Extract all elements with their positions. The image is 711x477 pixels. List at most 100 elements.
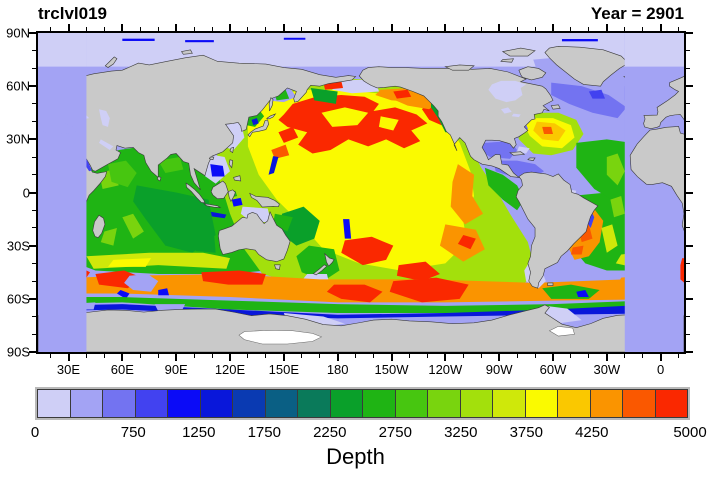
y-tick-label: 0	[22, 185, 30, 200]
colorbar-cell	[103, 389, 136, 418]
tick-mark	[498, 354, 501, 361]
tick-mark	[247, 27, 249, 31]
tick-mark	[686, 244, 693, 247]
x-tick-label: 90E	[164, 362, 188, 377]
tick-mark	[247, 354, 249, 358]
colorbar-cell	[655, 389, 688, 418]
colorbar-tick-label: 5000	[673, 424, 707, 441]
tick-mark	[103, 27, 105, 31]
tick-mark	[32, 121, 36, 123]
tick-mark	[336, 24, 339, 31]
plot-title-left: trclvl019	[38, 4, 107, 23]
colorbar-cell	[428, 389, 461, 418]
tick-mark	[29, 297, 36, 300]
x-tick-label: 150W	[374, 362, 409, 377]
tick-mark	[605, 354, 608, 361]
colorbar-tick-label: 0	[30, 424, 40, 441]
tick-mark	[29, 351, 36, 353]
ross-ice-shelf	[238, 330, 323, 345]
tick-mark	[534, 354, 536, 358]
colorbar-cell	[395, 389, 428, 418]
tick-mark	[686, 156, 690, 158]
tick-mark	[686, 316, 690, 318]
x-tick-label: 120E	[214, 362, 246, 377]
colorbar-cell	[135, 389, 168, 418]
tick-mark	[29, 191, 36, 194]
x-tick-label: 60W	[539, 362, 567, 377]
tick-mark	[516, 27, 518, 31]
tick-mark	[552, 24, 554, 31]
plot-title-right: Year = 2901	[590, 4, 684, 23]
y-tick-label: 90N	[6, 25, 30, 41]
tick-mark	[32, 103, 36, 105]
tick-mark	[624, 354, 626, 358]
tick-mark	[157, 354, 159, 358]
x-tick-label: 90W	[485, 362, 513, 377]
tick-mark	[373, 27, 375, 31]
tick-mark	[103, 354, 105, 358]
colorbar-cell	[363, 389, 396, 418]
tick-mark	[32, 156, 36, 158]
tick-mark	[480, 354, 482, 358]
tick-mark	[686, 262, 690, 264]
y-tick-label: 60N	[6, 78, 30, 94]
x-tick-label: 150E	[268, 362, 300, 377]
landmass-japan	[247, 119, 269, 138]
tick-mark	[686, 50, 690, 52]
colorbar-cell	[525, 389, 558, 418]
tick-mark	[29, 244, 36, 247]
tick-mark	[642, 27, 644, 31]
tick-mark	[605, 24, 608, 31]
tick-mark	[552, 354, 554, 361]
tick-mark	[462, 27, 464, 31]
tick-mark	[193, 354, 195, 358]
tick-mark	[139, 354, 141, 358]
tick-mark	[444, 354, 447, 361]
landmass-antarctica	[38, 304, 684, 352]
tick-mark	[686, 85, 693, 88]
tick-mark	[686, 333, 690, 335]
colorbar-tick-label: 2750	[378, 424, 412, 441]
tick-mark	[624, 27, 626, 31]
tick-mark	[678, 27, 680, 31]
tick-mark	[32, 262, 36, 264]
y-tick-label: 60S	[6, 291, 30, 307]
tick-mark	[32, 209, 36, 211]
tick-mark	[67, 354, 70, 361]
tick-mark	[319, 27, 321, 31]
tick-mark	[50, 354, 52, 358]
tick-mark	[686, 209, 690, 211]
tick-mark	[29, 138, 36, 141]
tick-mark	[678, 354, 680, 358]
colorbar-cell	[298, 389, 331, 418]
landmass-greenland	[544, 45, 629, 87]
tick-mark	[462, 354, 464, 358]
tick-mark	[67, 24, 70, 31]
tick-mark	[408, 27, 410, 31]
tick-mark	[157, 27, 159, 31]
colorbar	[35, 387, 690, 420]
colorbar-cell	[70, 389, 103, 418]
tick-mark	[265, 354, 267, 358]
tick-mark	[642, 354, 644, 358]
tick-mark	[32, 50, 36, 52]
tick-mark	[659, 24, 662, 31]
tick-mark	[282, 354, 285, 361]
tick-mark	[588, 27, 590, 31]
tick-mark	[265, 27, 267, 31]
colorbar-cell	[460, 389, 493, 418]
colorbar-tick-label: 2250	[313, 424, 347, 441]
colorbar-cell	[330, 389, 363, 418]
tick-mark	[85, 354, 87, 358]
tick-mark	[229, 24, 231, 31]
tick-mark	[570, 354, 572, 358]
tick-mark	[686, 32, 693, 34]
tick-mark	[686, 103, 690, 105]
colorbar-cell	[590, 389, 623, 418]
tick-mark	[229, 354, 231, 361]
tick-mark	[319, 354, 321, 358]
tick-mark	[121, 24, 124, 31]
colorbar-tick-label: 1250	[182, 424, 216, 441]
tick-mark	[516, 354, 518, 358]
tick-mark	[686, 280, 690, 282]
